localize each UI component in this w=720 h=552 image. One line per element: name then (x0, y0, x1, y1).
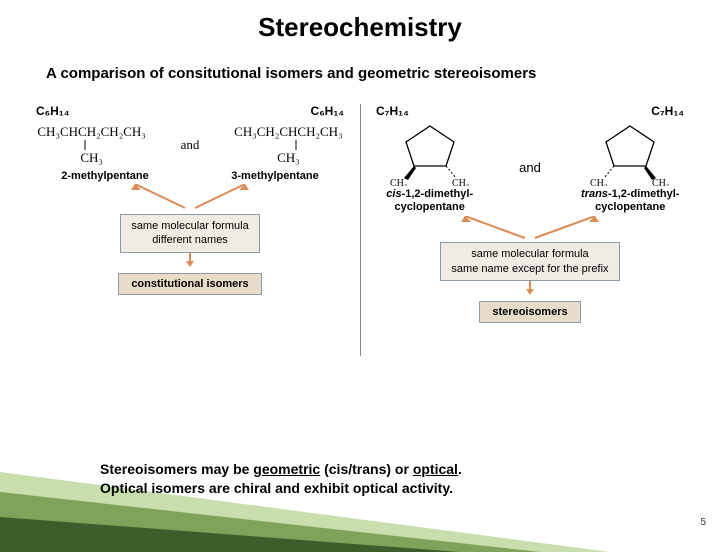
right-cyclo-1: CH₃ CH₃ cis-1,2-dimethyl- cyclopentane (380, 120, 480, 214)
left-name-2: 3-methylpentane (231, 170, 318, 182)
right-box-1-line2: same name except for the prefix (451, 262, 608, 276)
right-box-2: stereoisomers (479, 301, 580, 323)
right-and: and (519, 160, 541, 175)
cis-cyclopentane-icon: CH₃ CH₃ (380, 120, 480, 186)
left-and: and (181, 137, 200, 153)
footer-text: Stereoisomers may be geometric (cis/tran… (100, 460, 462, 498)
left-box-1: same molecular formula different names (120, 214, 259, 253)
svg-text:CH₃: CH₃ (590, 178, 607, 186)
left-box-1-line2: different names (131, 233, 248, 247)
diagram-container: C₆H₁₄ C₆H₁₄ CH₃CHCH₂CH₂CH₃ CH₃ and CH₃CH… (20, 96, 700, 376)
left-formula-row: C₆H₁₄ C₆H₁₄ (20, 104, 360, 118)
left-arrows (80, 184, 300, 214)
right-cyclo-2: CH₃ CH₃ trans-1,2-dimethyl- cyclopentane (580, 120, 680, 214)
page-number: 5 (700, 517, 706, 528)
right-formula-1: C₇H₁₄ (376, 104, 409, 118)
svg-text:CH₃: CH₃ (652, 178, 669, 186)
right-name-1: cis-1,2-dimethyl- cyclopentane (386, 188, 473, 214)
right-panel: C₇H₁₄ C₇H₁₄ CH₃ CH₃ cis-1,2-dimethyl- cy… (360, 96, 700, 376)
left-struct-1: CH₃CHCH₂CH₂CH₃ CH₃ (37, 124, 145, 166)
left-struct-1-line1: CH₃CHCH₂CH₂CH₃ (37, 124, 145, 140)
left-panel: C₆H₁₄ C₆H₁₄ CH₃CHCH₂CH₂CH₃ CH₃ and CH₃CH… (20, 96, 360, 376)
left-name-row: 2-methylpentane 3-methylpentane (20, 170, 360, 182)
left-formula-1: C₆H₁₄ (36, 104, 69, 118)
left-arrow-down (185, 253, 195, 267)
right-arrows (410, 216, 650, 242)
left-formula-2: C₆H₁₄ (311, 104, 344, 118)
left-struct-row: CH₃CHCH₂CH₂CH₃ CH₃ and CH₃CH₂CHCH₂CH₃ CH… (20, 124, 360, 166)
left-name-1: 2-methylpentane (61, 170, 148, 182)
right-arrow-down (525, 281, 535, 295)
page-title: Stereochemistry (0, 12, 720, 43)
right-name-2: trans-1,2-dimethyl- cyclopentane (581, 188, 679, 214)
right-formula-2: C₇H₁₄ (651, 104, 684, 118)
right-box-1: same molecular formula same name except … (440, 242, 619, 281)
svg-text:CH₃: CH₃ (390, 178, 407, 186)
right-box-1-line1: same molecular formula (451, 247, 608, 261)
left-box-2: constitutional isomers (118, 273, 261, 295)
left-box-1-line1: same molecular formula (131, 219, 248, 233)
left-struct-2: CH₃CH₂CHCH₂CH₃ CH₃ (234, 124, 342, 166)
left-struct-2-line2: CH₃ (277, 150, 300, 166)
subtitle: A comparison of consitutional isomers an… (46, 65, 720, 82)
right-cyclo-row: CH₃ CH₃ cis-1,2-dimethyl- cyclopentane a… (360, 120, 700, 214)
trans-cyclopentane-icon: CH₃ CH₃ (580, 120, 680, 186)
svg-text:CH₃: CH₃ (452, 178, 469, 186)
right-formula-row: C₇H₁₄ C₇H₁₄ (360, 104, 700, 118)
left-struct-1-line2: CH₃ (80, 150, 103, 166)
left-struct-2-line1: CH₃CH₂CHCH₂CH₃ (234, 124, 342, 140)
